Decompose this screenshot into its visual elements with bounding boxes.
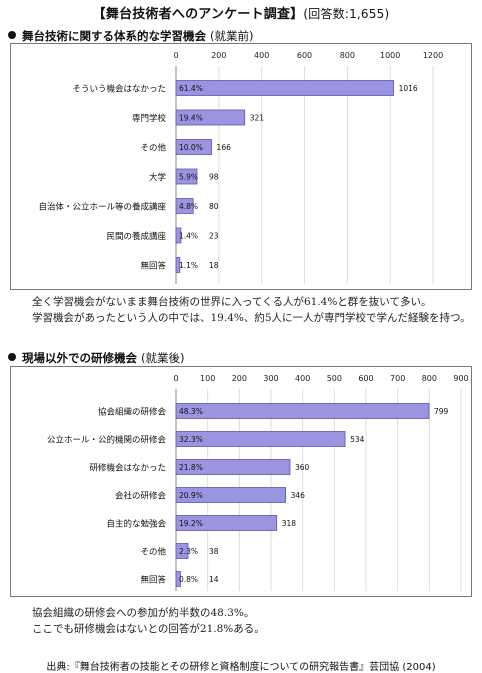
category-label: 協会組織の研修会 <box>98 407 167 418</box>
category-label: 自主的な勉強会 <box>106 519 166 530</box>
section-2-heading: 現場以外での研修機会 (就業後) <box>8 350 185 366</box>
x-tick-label: 800 <box>340 51 355 60</box>
value-label: 534 <box>350 435 365 444</box>
value-label: 321 <box>250 114 265 123</box>
bar <box>175 543 189 559</box>
percent-label: 10.0% <box>179 143 203 152</box>
chart-1-panel: 0 200 400 600 800 1000 1200 そういう機会はなかった 61.4% 101… <box>10 43 472 290</box>
percent-label: 21.8% <box>179 463 203 472</box>
percent-label: 4.8% <box>179 202 198 211</box>
section-2-heading-paren: (就業後) <box>141 351 185 365</box>
percent-label: 1.4% <box>179 232 198 241</box>
section-1-heading-text: 舞台技術に関する体系的な学習機会 <box>22 29 206 43</box>
chart-1: 0 200 400 600 800 1000 1200 そういう機会はなかった 61.4% 101… <box>38 51 443 284</box>
x-tick-label: 400 <box>295 374 310 383</box>
bar <box>175 109 246 126</box>
bar <box>175 198 194 214</box>
value-label: 14 <box>209 575 219 584</box>
x-tick-label: 600 <box>297 51 312 60</box>
bar <box>175 80 394 96</box>
x-tick-label: 100 <box>200 374 215 383</box>
value-label: 18 <box>209 261 219 270</box>
x-tick-label: 700 <box>390 374 405 383</box>
x-tick-label: 500 <box>327 374 342 383</box>
section-1-heading-paren: (就業前) <box>210 29 254 43</box>
bar <box>175 227 182 244</box>
percent-label: 32.3% <box>179 435 203 444</box>
category-label: 民間の養成講座 <box>106 231 166 242</box>
bullet-icon <box>8 31 16 39</box>
value-label: 98 <box>209 173 219 182</box>
x-tick-label: 900 <box>453 374 468 383</box>
section-1-note-1: 全く学習機会がないまま舞台技術の世界に入ってくる人が61.4%と群を抜いて多い。 <box>32 296 432 308</box>
percent-label: 19.4% <box>179 114 203 123</box>
chart-2: 0 100 200 300 400 500 600 700 800 900 協会組織の研修会 48.3… <box>47 374 469 591</box>
bullet-icon <box>8 353 16 361</box>
category-label: 無回答 <box>140 575 166 586</box>
value-label: 1016 <box>399 84 418 93</box>
value-label: 346 <box>291 491 306 500</box>
category-label: 公立ホール・公的機関の研修会 <box>47 435 167 446</box>
category-label: 無回答 <box>140 261 166 272</box>
category-label: 大学 <box>149 172 167 183</box>
section-1-heading: 舞台技術に関する体系的な学習機会 (就業前) <box>8 28 254 44</box>
percent-label: 48.3% <box>179 407 203 416</box>
section-2-note-2: ここでも研修機会はないとの回答が21.8%ある。 <box>32 623 265 635</box>
value-label: 38 <box>209 547 219 556</box>
section-1-note-2: 学習機会があったという人の中では、19.4%、約5人に一人が専門学校で学んだ経験… <box>32 312 471 324</box>
section-2-note-1: 協会組織の研修会への参加が約半数の48.3%。 <box>32 607 255 619</box>
value-label: 318 <box>282 519 297 528</box>
section-2-heading-text: 現場以外での研修機会 <box>22 351 137 365</box>
bar <box>175 139 212 155</box>
percent-label: 20.9% <box>179 491 203 500</box>
percent-label: 5.9% <box>179 173 198 182</box>
x-tick-label: 0 <box>173 374 178 383</box>
category-label: その他 <box>140 547 166 558</box>
category-label: 研修機会はなかった <box>89 463 166 474</box>
x-tick-label: 1000 <box>380 51 400 60</box>
value-label: 360 <box>295 463 310 472</box>
category-label: 会社の研修会 <box>115 491 167 502</box>
value-label: 80 <box>209 202 219 211</box>
x-tick-label: 400 <box>254 51 269 60</box>
percent-label: 0.8% <box>179 575 198 584</box>
respondents-count: (回答数:1,655) <box>303 7 390 21</box>
chart-2-panel: 0 100 200 300 400 500 600 700 800 900 協会組織の研修会 48.3… <box>10 366 472 597</box>
x-tick-label: 800 <box>422 374 437 383</box>
x-tick-label: 600 <box>358 374 373 383</box>
bar <box>175 431 346 447</box>
source-citation: 出典:『舞台技術者の技能とその研修と資格制度についての研究報告書』芸団協 (20… <box>46 662 436 673</box>
bar <box>175 571 181 587</box>
category-label: その他 <box>140 143 166 154</box>
percent-label: 1.1% <box>179 261 198 270</box>
percent-label: 19.2% <box>179 519 203 528</box>
category-label: 自治体・公立ホール等の養成講座 <box>38 202 166 213</box>
category-label: そういう機会はなかった <box>72 84 166 95</box>
page-title: 【舞台技術者へのアンケート調査】(回答数:1,655) <box>0 3 482 22</box>
bar <box>175 257 181 273</box>
x-tick-label: 200 <box>232 374 247 383</box>
value-label: 799 <box>434 407 449 416</box>
percent-label: 2.3% <box>179 547 198 556</box>
page-title-text: 【舞台技術者へのアンケート調査】 <box>92 7 304 22</box>
bar <box>175 487 286 503</box>
percent-label: 61.4% <box>179 84 203 93</box>
x-tick-label: 0 <box>173 51 178 60</box>
value-label: 166 <box>217 143 232 152</box>
x-tick-label: 200 <box>211 51 226 60</box>
category-label: 専門学校 <box>132 113 167 124</box>
x-tick-label: 1200 <box>423 51 443 60</box>
bar <box>175 459 291 475</box>
bar <box>175 515 278 531</box>
bar <box>175 168 198 185</box>
bar <box>175 403 430 419</box>
value-label: 23 <box>209 232 219 241</box>
x-tick-label: 300 <box>263 374 278 383</box>
